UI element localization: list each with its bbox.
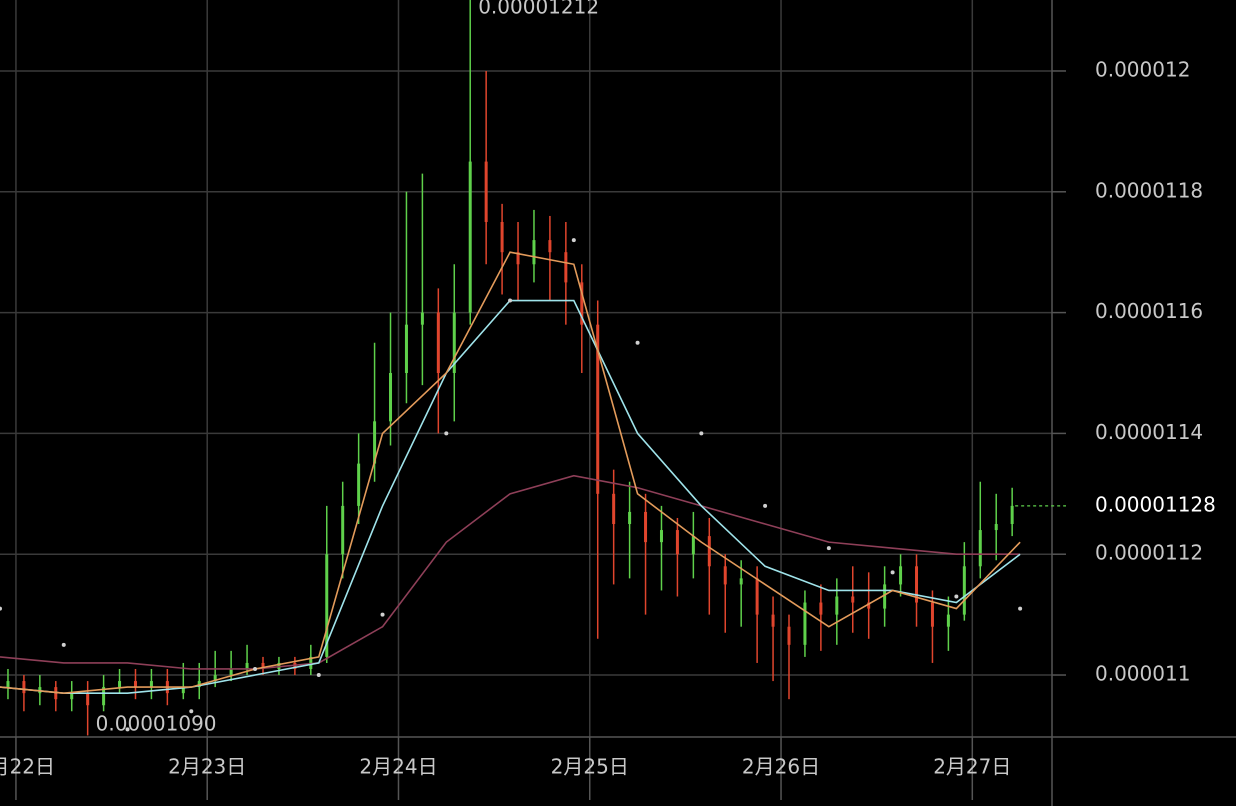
candle-body (564, 252, 568, 283)
plot-area (0, 0, 1023, 736)
candle-body (851, 596, 855, 603)
candle-body (946, 614, 950, 627)
candle-body (755, 578, 759, 615)
candle-body (899, 566, 903, 585)
candle-body (962, 566, 966, 615)
candle-body (835, 596, 839, 615)
indicator-dot (1018, 606, 1023, 611)
indicator-dot (571, 238, 576, 243)
candle-body (86, 693, 90, 706)
candle-body (325, 554, 329, 657)
candle-body (707, 536, 711, 567)
candle-body (596, 324, 600, 494)
indicator-dot (125, 727, 130, 732)
candle-body (500, 221, 504, 253)
x-tick-label: 2月27日 (933, 755, 1011, 779)
candle-body (659, 530, 663, 543)
indicator-dot (0, 606, 2, 611)
y-tick-label: 0.000011 (1095, 662, 1190, 686)
indicator-dot (316, 673, 321, 678)
candle-body (994, 524, 998, 531)
candle-body (229, 668, 233, 676)
candle-body (102, 687, 106, 706)
candle-body (133, 681, 137, 688)
y-tick-label: 0.000012 (1095, 57, 1190, 81)
x-tick-label: 2月22日 (0, 755, 55, 779)
candle-body (181, 687, 185, 694)
indicator-dot (444, 431, 449, 436)
y-tick-label: 0.0000118 (1095, 178, 1203, 202)
price-annotation: 0.00001212 (478, 0, 599, 19)
moving-average-line (0, 299, 1021, 694)
candle-body (771, 614, 775, 627)
x-tick-label: 2月26日 (742, 755, 820, 779)
candle-body (675, 530, 679, 555)
moving-average-line (0, 474, 1021, 670)
indicator-dot (763, 503, 768, 508)
y-tick-label: 0.0000114 (1095, 420, 1203, 444)
candle-body (452, 312, 456, 374)
x-tick-label: 2月25日 (551, 755, 629, 779)
candle-body (341, 505, 345, 555)
price-annotation: 0.00001090 (96, 712, 217, 736)
candle-body (245, 662, 249, 669)
moving-average-line (0, 251, 1021, 694)
candle-body (468, 161, 472, 313)
y-tick-label: 0.0000112 (1095, 541, 1203, 565)
candle-body (644, 511, 648, 543)
candle-body (532, 240, 536, 265)
candle-body (787, 626, 791, 645)
x-tick-label: 2月23日 (168, 755, 246, 779)
candle-body (436, 312, 440, 374)
candle-body (819, 602, 823, 615)
candle-body (915, 566, 919, 603)
candle-body (6, 681, 10, 688)
candle-body (373, 421, 377, 464)
candle-body (723, 566, 727, 585)
indicator-dot (954, 594, 959, 599)
candle-body (516, 252, 520, 265)
candle-body (484, 161, 488, 222)
candle-body (261, 662, 265, 669)
candle-body (1010, 505, 1014, 525)
indicator-dot (699, 431, 704, 436)
candle-body (357, 463, 361, 506)
candle-body (867, 602, 871, 609)
candle-body (149, 681, 153, 688)
candle-body (739, 578, 743, 585)
candle-body (580, 282, 584, 325)
candle-body (691, 536, 695, 555)
axes: 0.000011 0.0000112 0.0000114 0.0000116 0.000… (0, 57, 1203, 800)
indicator-dot (61, 642, 66, 647)
candle-body (548, 240, 552, 253)
indicator-dot (380, 612, 385, 617)
candle-body (930, 602, 934, 627)
indicator-dot (890, 570, 895, 575)
indicator-dot (826, 546, 831, 551)
candle-body (404, 324, 408, 374)
candle-body (70, 693, 74, 700)
indicator-dot (508, 298, 513, 303)
candle-body (883, 584, 887, 609)
candle-body (118, 681, 122, 688)
indicator-dot (253, 666, 258, 671)
y-tick-label: 0.0000116 (1095, 299, 1203, 323)
indicator-dot (189, 709, 194, 714)
candle-body (978, 530, 982, 567)
grid (0, 0, 1052, 737)
candle-body (803, 602, 807, 645)
indicator-dot (635, 340, 640, 345)
candle-body (213, 675, 217, 682)
last-price-label: 0.00001128 (1095, 492, 1216, 516)
candle-body (628, 511, 632, 525)
candle-body (612, 493, 616, 525)
candle-body (420, 312, 424, 325)
candle-body (389, 373, 393, 422)
x-tick-label: 2月24日 (359, 755, 437, 779)
candle-body (22, 681, 26, 694)
